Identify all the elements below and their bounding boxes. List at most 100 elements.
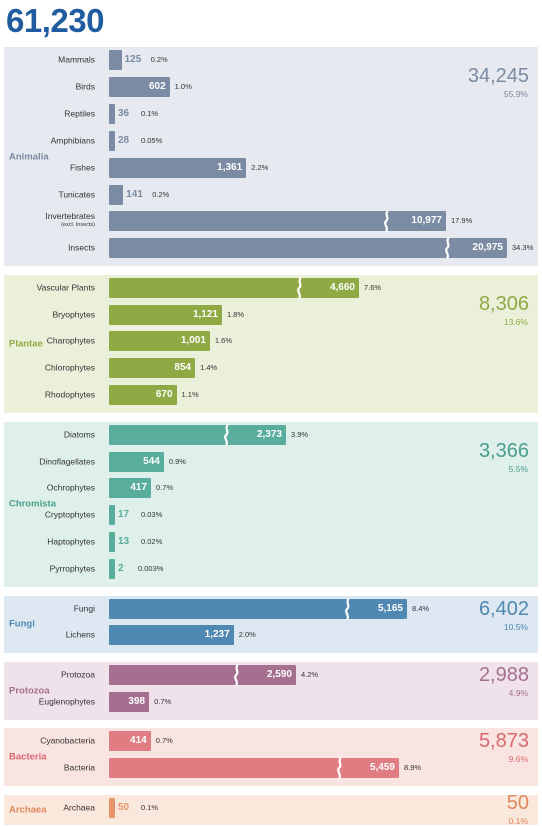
bar-value: 13 xyxy=(118,536,130,548)
group-panel-chromista: Chromista 3,366 5.5% Diatoms 2,373 3.9% Dinofl… xyxy=(4,421,538,588)
bar-value: 4,660 xyxy=(329,281,355,293)
bar-percent: 34.3% xyxy=(512,243,534,253)
axis-break-mark xyxy=(384,210,389,233)
row-label-text: Fishes xyxy=(69,162,95,173)
axis-break-mark xyxy=(234,663,239,686)
bar-percent: 4.2% xyxy=(301,669,319,679)
row-label-text: Chlorophytes xyxy=(44,362,95,373)
group-panel-bacteria: Bacteria 5,873 9.6% Cyanobacteria 414 0.7% Bac… xyxy=(4,728,538,786)
bar-value: 1,121 xyxy=(192,308,218,320)
bar-percent: 1.8% xyxy=(226,309,245,319)
group-percent: 5.5% xyxy=(508,463,528,474)
bar-value: 2,373 xyxy=(256,428,282,440)
row-label-text: Insects xyxy=(68,242,95,253)
bar-value: 2 xyxy=(118,563,124,575)
bar-value: 1,001 xyxy=(180,335,206,347)
group-total: 34,245 xyxy=(467,65,529,87)
row-label: Bryophytes xyxy=(52,310,95,319)
group-total: 5,873 xyxy=(478,730,529,753)
group-panel-plantae: Plantae 8,306 13.6% Vascular Plants 4,660 7.6… xyxy=(4,274,538,414)
row-label-text: Diatoms xyxy=(63,429,95,440)
bar-fishes: 1,361 xyxy=(109,157,247,178)
bar-value: 20,975 xyxy=(472,242,503,254)
bar-percent: 0.003% xyxy=(138,564,164,574)
group-percent: 4.9% xyxy=(508,687,528,698)
bar-ochrophytes: 417 xyxy=(109,478,152,499)
bar-value: 17 xyxy=(118,509,130,521)
group-total: 8,306 xyxy=(478,292,529,315)
group-total: 3,366 xyxy=(478,439,529,462)
row-label: Insects xyxy=(68,242,95,253)
row-label-text: Cryptophytes xyxy=(44,509,95,520)
group-total: 6,402 xyxy=(478,597,529,620)
row-label-text: Tunicates xyxy=(58,189,95,199)
bar-value: 50 xyxy=(118,801,130,813)
bar-value: 854 xyxy=(174,362,192,374)
row-label: Chlorophytes xyxy=(44,362,95,373)
bar-percent: 0.05% xyxy=(141,135,163,145)
group-percent: 55.9% xyxy=(503,89,528,99)
row-label: Rhodophytes xyxy=(45,390,95,400)
row-label-text: Dinoflagellates xyxy=(39,456,95,467)
row-sublabel: (excl. Insects) xyxy=(61,222,95,229)
bar-value: 544 xyxy=(143,455,160,467)
row-label: Mammals xyxy=(58,55,95,65)
bar-cryptophytes: 17 xyxy=(109,505,129,526)
bar-charophytes: 1,001 xyxy=(109,331,210,352)
bar-dinoflagellates: 544 xyxy=(109,451,164,472)
row-label: Reptiles xyxy=(64,109,95,118)
row-label: Cryptophytes xyxy=(44,509,95,520)
bar-bryophytes: 1,121 xyxy=(109,304,222,325)
group-name: Animalia xyxy=(9,151,49,163)
row-label-text: Vascular Plants xyxy=(36,282,95,293)
bar-birds: 602 xyxy=(109,76,170,97)
row-label-text: Amphibians xyxy=(50,135,95,146)
bar-haptophytes: 13 xyxy=(109,532,129,553)
bar-value: 10,977 xyxy=(411,215,442,227)
bar-amphibians: 28 xyxy=(109,130,129,151)
bar-percent: 1.0% xyxy=(174,81,192,91)
bar-percent: 0.02% xyxy=(141,537,163,547)
bar-value: 5,459 xyxy=(369,762,395,774)
bar-value: 1,237 xyxy=(204,629,230,641)
row-label-text: Archaea xyxy=(63,802,95,812)
bar-percent: 1.4% xyxy=(200,363,218,373)
bar-percent: 8.4% xyxy=(412,603,430,613)
row-label-text: Cyanobacteria xyxy=(40,735,95,746)
bar-pyrrophytes: 2 xyxy=(109,559,124,580)
bar-lichens: 1,237 xyxy=(109,625,234,646)
group-name: Archaea xyxy=(9,804,47,816)
row-label-text: Ochrophytes xyxy=(46,482,95,493)
bar-reptiles: 36 xyxy=(109,103,129,124)
row-label: Tunicates xyxy=(58,190,95,199)
group-panel-animalia: Animalia 34,245 55.9% Mammals 125 0.2% Birds 60… xyxy=(4,47,538,267)
row-label-text: Pyrrophytes xyxy=(49,563,95,574)
group-name: Plantae xyxy=(9,338,43,350)
row-label: Archaea xyxy=(63,803,95,812)
row-label: Invertebrates (excl. Insects) xyxy=(45,212,95,230)
group-total: 50 xyxy=(506,791,529,814)
row-label-text: Fungi xyxy=(73,603,95,614)
bar-cyanobacteria: 414 xyxy=(109,731,151,752)
bar-percent: 0.2% xyxy=(152,189,170,199)
bar-percent: 0.9% xyxy=(168,456,186,466)
bar-mammals: 125 xyxy=(109,50,141,70)
row-label-text: Lichens xyxy=(65,629,95,640)
row-label: Fishes xyxy=(70,163,95,172)
bar-value: 141 xyxy=(126,188,143,200)
row-label: Vascular Plants xyxy=(37,283,95,292)
axis-break-mark xyxy=(337,757,342,780)
bar-value: 414 xyxy=(130,735,147,747)
grand-total: 61,230 xyxy=(6,2,104,39)
bar-invertebrates: 10,977 xyxy=(109,210,446,233)
bar-percent: 0.2% xyxy=(150,55,168,64)
bar-euglenophytes: 398 xyxy=(109,691,150,712)
bar-percent: 2.0% xyxy=(238,630,256,640)
row-label: Birds xyxy=(76,82,95,91)
bar-chlorophytes: 854 xyxy=(109,358,196,379)
row-label: Diatoms xyxy=(64,430,95,439)
row-label-text: Euglenophytes xyxy=(38,696,95,707)
group-panel-fungi: Fungi 6,402 10.5% Fungi 5,165 8.4% Lichens 1,23… xyxy=(4,595,538,654)
group-percent: 10.5% xyxy=(503,621,528,632)
row-label-text: Birds xyxy=(75,81,95,92)
